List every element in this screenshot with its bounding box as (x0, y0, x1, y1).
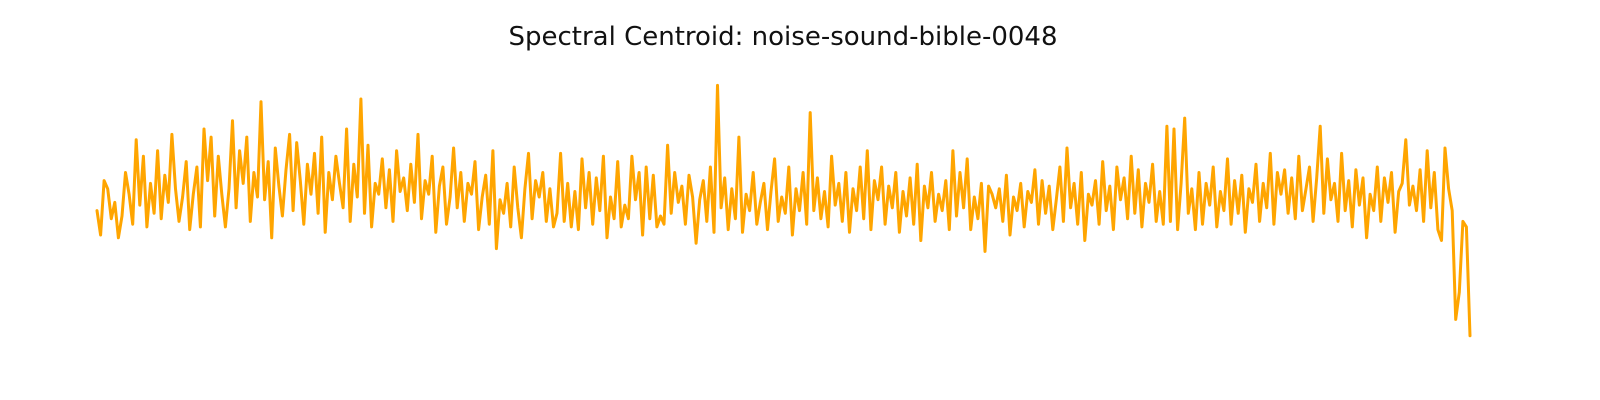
spectral-centroid-line (95, 83, 1472, 338)
plot-area (95, 83, 1472, 338)
chart-title: Spectral Centroid: noise-sound-bible-004… (508, 22, 1058, 52)
